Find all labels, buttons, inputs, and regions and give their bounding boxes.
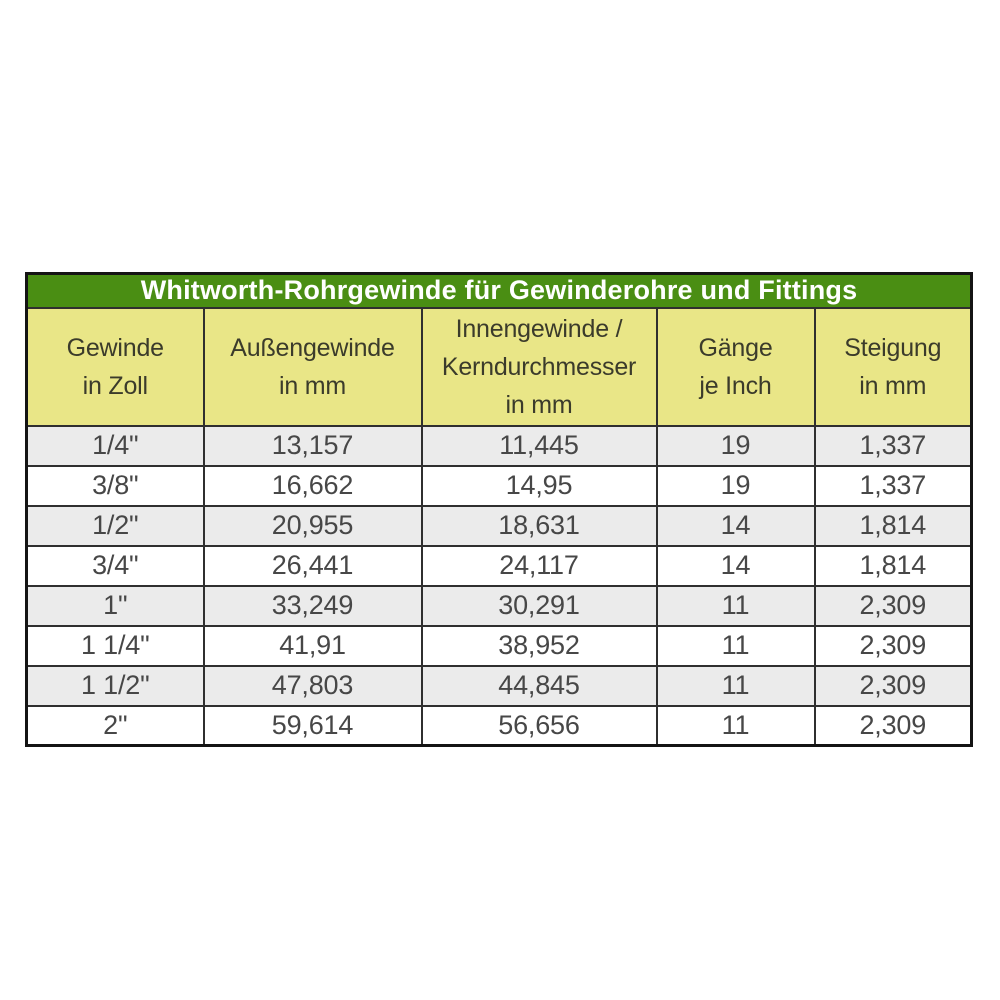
table-cell: 44,845 [420,664,658,707]
column-header-innengewinde-kerndurchmesser-mm: Innengewinde / Kerndurchmesser in mm [420,306,658,427]
table-row: 1/4" 13,157 11,445 19 1,337 [25,424,973,467]
table-cell: 11 [655,624,816,667]
table-cell: 11 [655,664,816,707]
table-row: 1" 33,249 30,291 11 2,309 [25,584,973,627]
table-cell: 1,337 [813,464,973,507]
table-cell: 1 1/2" [25,664,205,707]
table-row: 1 1/4" 41,91 38,952 11 2,309 [25,624,973,667]
table-cell: 11 [655,704,816,747]
column-header-steigung-mm: Steigung in mm [813,306,973,427]
table-cell: 47,803 [202,664,423,707]
table-cell: 11,445 [420,424,658,467]
column-header-aussengewinde-mm: Außengewinde in mm [202,306,423,427]
table-cell: 14 [655,504,816,547]
table-cell: 2,309 [813,584,973,627]
table-body: 1/4" 13,157 11,445 19 1,337 3/8" 16,662 14,95 19… [25,424,973,747]
table-cell: 30,291 [420,584,658,627]
table-cell: 1/2" [25,504,205,547]
table-cell: 26,441 [202,544,423,587]
table-cell: 1 1/4" [25,624,205,667]
table-cell: 18,631 [420,504,658,547]
table-cell: 24,117 [420,544,658,587]
column-header-gaenge-je-inch: Gänge je Inch [655,306,816,427]
table-cell: 33,249 [202,584,423,627]
table-title-row: Whitworth-Rohrgewinde für Gewinderohre u… [25,272,973,309]
table-row: 2" 59,614 56,656 11 2,309 [25,704,973,747]
table-cell: 1/4" [25,424,205,467]
table-cell: 1,337 [813,424,973,467]
table-cell: 59,614 [202,704,423,747]
table-cell: 3/4" [25,544,205,587]
table-cell: 1,814 [813,504,973,547]
column-header-gewinde-in-zoll: Gewinde in Zoll [25,306,205,427]
table-row: 1/2" 20,955 18,631 14 1,814 [25,504,973,547]
thread-spec-table: Whitworth-Rohrgewinde für Gewinderohre u… [25,272,974,747]
table-row: 1 1/2" 47,803 44,845 11 2,309 [25,664,973,707]
table-cell: 11 [655,584,816,627]
table-cell: 41,91 [202,624,423,667]
thread-spec-table-container: Whitworth-Rohrgewinde für Gewinderohre u… [25,272,974,747]
table-cell: 38,952 [420,624,658,667]
table-cell: 2,309 [813,704,973,747]
table-cell: 56,656 [420,704,658,747]
table-cell: 14 [655,544,816,587]
table-cell: 19 [655,424,816,467]
table-cell: 1" [25,584,205,627]
table-row: 3/8" 16,662 14,95 19 1,337 [25,464,973,507]
table-cell: 16,662 [202,464,423,507]
table-cell: 3/8" [25,464,205,507]
table-title: Whitworth-Rohrgewinde für Gewinderohre u… [25,272,973,309]
table-cell: 1,814 [813,544,973,587]
table-cell: 2" [25,704,205,747]
table-row: 3/4" 26,441 24,117 14 1,814 [25,544,973,587]
table-cell: 13,157 [202,424,423,467]
table-cell: 2,309 [813,624,973,667]
table-header-row: Gewinde in Zoll Außengewinde in mm Innen… [25,306,973,427]
table-cell: 2,309 [813,664,973,707]
table-cell: 14,95 [420,464,658,507]
table-cell: 19 [655,464,816,507]
table-cell: 20,955 [202,504,423,547]
